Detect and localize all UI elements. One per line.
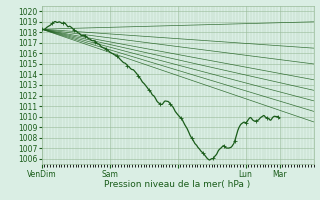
X-axis label: Pression niveau de la mer( hPa ): Pression niveau de la mer( hPa ) — [104, 180, 251, 189]
